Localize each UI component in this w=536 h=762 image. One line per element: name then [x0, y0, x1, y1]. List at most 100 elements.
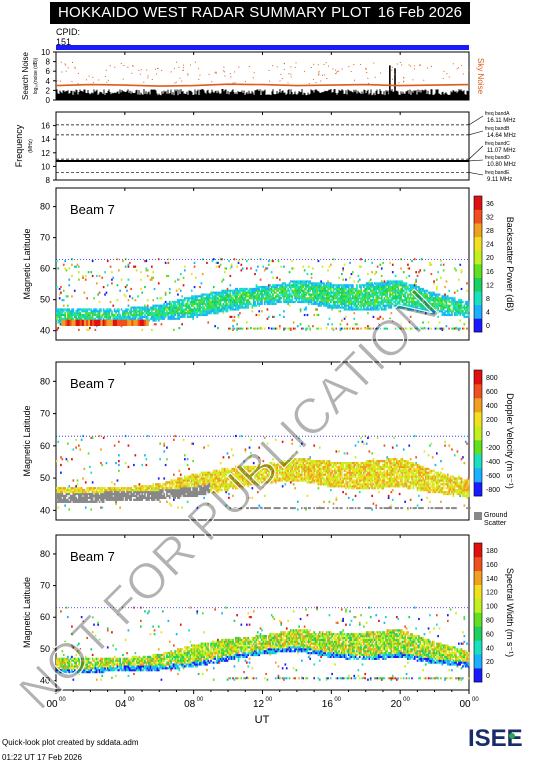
- radar-cell: [194, 262, 196, 264]
- radar-cell: [345, 328, 347, 330]
- radar-cell: [466, 290, 468, 292]
- radar-cell: [234, 316, 236, 318]
- radar-cell: [462, 301, 464, 303]
- sky-noise-point: [89, 76, 90, 77]
- radar-ytick-label: 40: [40, 326, 50, 336]
- sky-noise-point: [315, 82, 316, 83]
- sky-noise-point: [68, 67, 69, 68]
- radar-cell: [422, 321, 424, 323]
- radar-cell: [254, 273, 256, 275]
- sky-noise-point: [86, 79, 87, 80]
- radar-cell: [289, 297, 291, 299]
- radar-cell: [437, 271, 439, 273]
- radar-cell: [136, 316, 138, 318]
- radar-cell: [117, 284, 119, 286]
- sky-noise-point: [318, 64, 319, 65]
- radar-cell: [93, 489, 95, 491]
- radar-cell: [417, 307, 419, 309]
- radar-cell: [78, 329, 80, 331]
- radar-cell: [108, 312, 110, 314]
- radar-cell: [268, 264, 270, 266]
- frequency-band-value: 9.11 MHz: [487, 177, 512, 183]
- radar-cell: [92, 499, 94, 501]
- radar-cell: [128, 299, 130, 301]
- radar-cell: [261, 299, 263, 301]
- radar-cell: [166, 447, 168, 449]
- radar-cell: [173, 439, 175, 441]
- radar-cell: [125, 266, 127, 268]
- radar-cell: [130, 487, 132, 489]
- radar-cell: [440, 264, 442, 266]
- radar-cell: [92, 275, 94, 277]
- radar-cell: [183, 284, 185, 286]
- radar-cell: [373, 316, 375, 318]
- radar-cell: [436, 279, 438, 281]
- radar-cell: [133, 493, 135, 495]
- radar-cell: [213, 258, 215, 260]
- frequency-band-name: freq bandC: [485, 141, 510, 147]
- colorbar-segment: [474, 264, 482, 278]
- radar-cell: [267, 318, 269, 320]
- radar-cell: [86, 297, 88, 299]
- sky-noise-point: [254, 72, 255, 73]
- radar-cell: [187, 501, 189, 503]
- radar-cell: [60, 472, 62, 474]
- frequency-panel-frame: [56, 112, 469, 180]
- radar-cell: [268, 316, 270, 318]
- radar-cell: [318, 328, 320, 330]
- radar-cell: [454, 297, 456, 299]
- sky-noise-point: [114, 67, 115, 68]
- radar-cell: [468, 303, 470, 305]
- sky-noise-point: [414, 68, 415, 69]
- radar-cell: [196, 489, 198, 491]
- radar-cell: [92, 260, 94, 262]
- radar-cell: [347, 323, 349, 325]
- radar-cell: [356, 328, 358, 330]
- radar-cell: [68, 267, 70, 269]
- radar-cell: [157, 297, 159, 299]
- sky-noise-point: [284, 63, 285, 64]
- radar-cell: [146, 464, 148, 466]
- radar-cell: [133, 464, 135, 466]
- radar-cell: [440, 277, 442, 279]
- sky-noise-point: [394, 74, 395, 75]
- radar-cell: [308, 325, 310, 327]
- radar-cell: [344, 328, 346, 330]
- radar-cell: [217, 297, 219, 299]
- radar-cell: [436, 328, 438, 330]
- radar-cell: [342, 267, 344, 269]
- radar-cell: [414, 328, 416, 330]
- frequency-ylabel-sub: (MHz): [28, 139, 34, 153]
- radar-cell: [381, 297, 383, 299]
- radar-cell: [144, 286, 146, 288]
- radar-cell: [367, 325, 369, 327]
- radar-cell: [97, 493, 99, 495]
- radar-cell: [107, 284, 109, 286]
- radar-cell: [437, 316, 439, 318]
- radar-cell: [143, 487, 145, 489]
- radar-cell: [166, 458, 168, 460]
- radar-cell: [60, 497, 62, 499]
- sky-noise-point: [230, 73, 231, 74]
- radar-cell: [307, 328, 309, 330]
- radar-cell: [57, 441, 59, 443]
- sky-noise-point: [463, 74, 464, 75]
- radar-cell: [261, 328, 263, 330]
- radar-cell: [318, 314, 320, 316]
- radar-cell: [147, 307, 149, 309]
- sky-noise-point: [230, 76, 231, 77]
- radar-cell: [305, 282, 307, 284]
- radar-cell: [305, 308, 307, 310]
- sky-noise-point: [147, 77, 148, 78]
- radar-cell: [395, 275, 397, 277]
- radar-cell: [158, 282, 160, 284]
- radar-cell: [119, 290, 121, 292]
- radar-ytick-label: 50: [40, 295, 50, 305]
- radar-cell: [371, 271, 373, 273]
- radar-cell: [64, 260, 66, 262]
- radar-cell: [454, 267, 456, 269]
- radar-cell: [96, 282, 98, 284]
- radar-cell: [275, 303, 277, 305]
- radar-cell: [181, 307, 183, 309]
- radar-cell: [263, 266, 265, 268]
